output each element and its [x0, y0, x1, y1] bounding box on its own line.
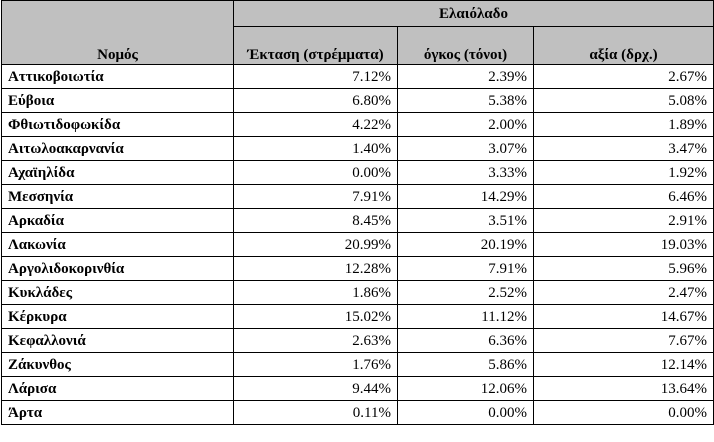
- header-prefecture: Νομός: [1, 0, 234, 65]
- table-row: Λακωνία 20.99% 20.19% 19.03%: [1, 232, 714, 257]
- prefecture-name: Αρκαδία: [1, 208, 234, 233]
- volume-cell: 5.86%: [397, 352, 534, 377]
- header-area: Έκταση (στρέμματα): [233, 26, 398, 65]
- value-cell: 7.67%: [532, 328, 714, 353]
- header-value: αξία (δρχ.): [532, 26, 714, 65]
- volume-cell: 3.07%: [397, 136, 534, 161]
- volume-cell: 20.19%: [397, 232, 534, 257]
- area-cell: 1.86%: [233, 280, 398, 305]
- volume-cell: 12.06%: [397, 376, 534, 401]
- area-cell: 7.91%: [233, 184, 398, 209]
- value-cell: 0.00%: [532, 400, 714, 425]
- prefecture-name: Μεσσηνία: [1, 184, 234, 209]
- area-cell: 4.22%: [233, 112, 398, 137]
- prefecture-name: Αχαϊηλίδα: [1, 160, 234, 185]
- value-cell: 1.92%: [532, 160, 714, 185]
- prefecture-name: Άρτα: [1, 400, 234, 425]
- table-row: Κυκλάδες 1.86% 2.52% 2.47%: [1, 280, 714, 305]
- prefecture-name: Αιτωλοακαρνανία: [1, 136, 234, 161]
- table-row: Μεσσηνία 7.91% 14.29% 6.46%: [1, 184, 714, 209]
- table-header: Νομός Ελαιόλαδο Έκταση (στρέμματα) όγκος…: [1, 0, 714, 65]
- table-row: Εύβοια 6.80% 5.38% 5.08%: [1, 88, 714, 113]
- area-cell: 8.45%: [233, 208, 398, 233]
- value-cell: 5.96%: [532, 256, 714, 281]
- area-cell: 20.99%: [233, 232, 398, 257]
- value-cell: 5.08%: [532, 88, 714, 113]
- table-row: Λάρισα 9.44% 12.06% 13.64%: [1, 376, 714, 401]
- value-cell: 14.67%: [532, 304, 714, 329]
- value-cell: 19.03%: [532, 232, 714, 257]
- value-cell: 2.67%: [532, 64, 714, 89]
- table-body: Αττικοβοιωτία 7.12% 2.39% 2.67% Εύβοια 6…: [1, 64, 714, 425]
- value-cell: 13.64%: [532, 376, 714, 401]
- table-row: Φθιωτιδοφωκίδα 4.22% 2.00% 1.89%: [1, 112, 714, 137]
- table-row: Κεφαλλονιά 2.63% 6.36% 7.67%: [1, 328, 714, 353]
- volume-cell: 3.33%: [397, 160, 534, 185]
- header-group-row: Νομός Ελαιόλαδο: [1, 0, 714, 65]
- prefecture-name: Αργολιδοκορινθία: [1, 256, 234, 281]
- table-row: Αρκαδία 8.45% 3.51% 2.91%: [1, 208, 714, 233]
- prefecture-name: Φθιωτιδοφωκίδα: [1, 112, 234, 137]
- volume-cell: 6.36%: [397, 328, 534, 353]
- value-cell: 3.47%: [532, 136, 714, 161]
- area-cell: 0.00%: [233, 160, 398, 185]
- value-cell: 6.46%: [532, 184, 714, 209]
- olive-oil-table: Νομός Ελαιόλαδο Έκταση (στρέμματα) όγκος…: [1, 0, 714, 425]
- prefecture-name: Ζάκυνθος: [1, 352, 234, 377]
- area-cell: 6.80%: [233, 88, 398, 113]
- prefecture-name: Κέρκυρα: [1, 304, 234, 329]
- volume-cell: 2.00%: [397, 112, 534, 137]
- prefecture-name: Κεφαλλονιά: [1, 328, 234, 353]
- area-cell: 2.63%: [233, 328, 398, 353]
- volume-cell: 14.29%: [397, 184, 534, 209]
- value-cell: 12.14%: [532, 352, 714, 377]
- volume-cell: 7.91%: [397, 256, 534, 281]
- header-volume: όγκος (τόνοι): [397, 26, 534, 65]
- value-cell: 2.91%: [532, 208, 714, 233]
- header-olive-oil-group: Ελαιόλαδο: [232, 0, 714, 27]
- area-cell: 15.02%: [233, 304, 398, 329]
- table-row: Αργολιδοκορινθία 12.28% 7.91% 5.96%: [1, 256, 714, 281]
- table-row: Αττικοβοιωτία 7.12% 2.39% 2.67%: [1, 64, 714, 89]
- table-row: Ζάκυνθος 1.76% 5.86% 12.14%: [1, 352, 714, 377]
- area-cell: 1.76%: [233, 352, 398, 377]
- table-row: Αχαϊηλίδα 0.00% 3.33% 1.92%: [1, 160, 714, 185]
- area-cell: 7.12%: [233, 64, 398, 89]
- prefecture-name: Εύβοια: [1, 88, 234, 113]
- area-cell: 0.11%: [233, 400, 398, 425]
- volume-cell: 5.38%: [397, 88, 534, 113]
- header-column-row: Έκταση (στρέμματα) όγκος (τόνοι) αξία (δ…: [2, 26, 714, 65]
- value-cell: 2.47%: [532, 280, 714, 305]
- volume-cell: 2.39%: [397, 64, 534, 89]
- table-row: Άρτα 0.11% 0.00% 0.00%: [1, 400, 714, 425]
- table-row: Κέρκυρα 15.02% 11.12% 14.67%: [1, 304, 714, 329]
- area-cell: 12.28%: [233, 256, 398, 281]
- value-cell: 1.89%: [532, 112, 714, 137]
- area-cell: 1.40%: [233, 136, 398, 161]
- prefecture-name: Λακωνία: [1, 232, 234, 257]
- table-row: Αιτωλοακαρνανία 1.40% 3.07% 3.47%: [1, 136, 714, 161]
- prefecture-name: Αττικοβοιωτία: [1, 64, 234, 89]
- volume-cell: 3.51%: [397, 208, 534, 233]
- area-cell: 9.44%: [233, 376, 398, 401]
- volume-cell: 2.52%: [397, 280, 534, 305]
- volume-cell: 0.00%: [397, 400, 534, 425]
- prefecture-name: Κυκλάδες: [1, 280, 234, 305]
- volume-cell: 11.12%: [397, 304, 534, 329]
- prefecture-name: Λάρισα: [1, 376, 234, 401]
